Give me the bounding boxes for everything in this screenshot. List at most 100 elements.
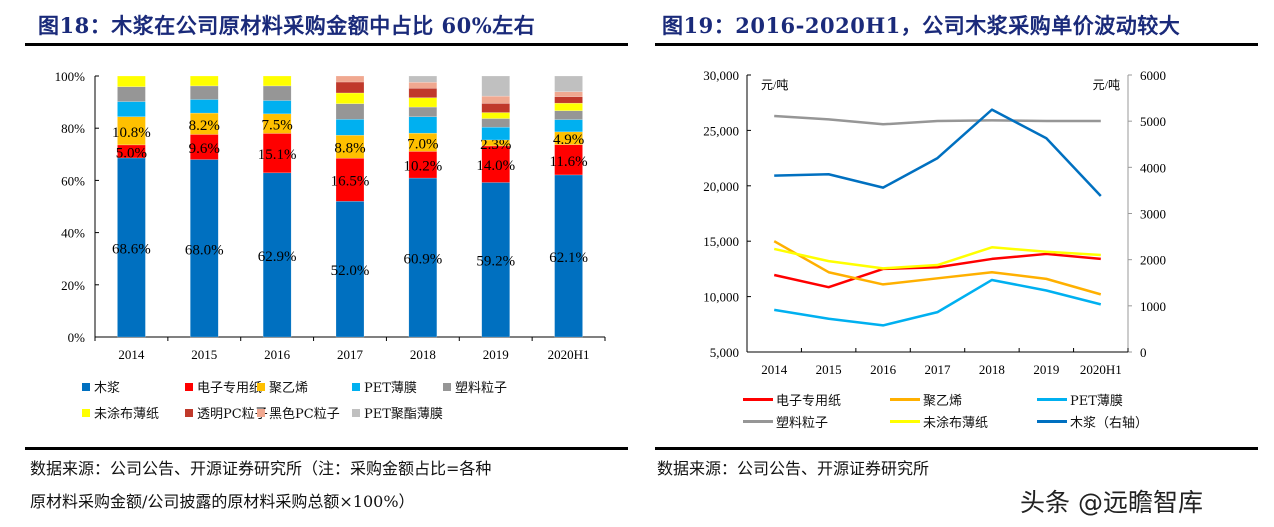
bar-segment	[408, 177, 438, 338]
legend-item: 黑色PC粒子	[257, 403, 340, 422]
bar-data-label: 9.6%	[189, 141, 220, 157]
x-tick-label: 2016	[264, 347, 291, 362]
legend-label: 透明PC粒子	[197, 407, 268, 422]
right-y-tick-label: 5000	[1140, 114, 1166, 129]
y-tick-label: 60%	[61, 173, 85, 188]
legend-item: PET薄膜	[352, 377, 417, 396]
right-source-rule	[655, 447, 1258, 450]
bar-segment	[335, 75, 365, 83]
legend-swatch	[82, 408, 90, 417]
bar-segment	[554, 75, 583, 92]
left-y-tick-label: 20,000	[703, 179, 739, 194]
x-tick-label: 2017	[337, 347, 364, 362]
left-y-tick-label: 15,000	[703, 234, 739, 249]
left-title-rule	[25, 43, 628, 46]
bar-segment	[117, 75, 146, 87]
y-tick-label: 20%	[61, 278, 85, 293]
legend-item: 未涂布薄纸	[82, 403, 159, 422]
right-axis-unit: 元/吨	[1093, 78, 1120, 92]
legend-label: 塑料粒子	[455, 381, 508, 396]
legend-label: 未涂布薄纸	[94, 407, 160, 422]
bar-segment	[554, 144, 583, 176]
legend-item: 聚乙烯	[257, 377, 308, 396]
bar-data-label: 15.1%	[258, 147, 297, 163]
legend-label: 电子专用纸	[197, 381, 263, 396]
left-source-rule	[25, 447, 628, 450]
legend-item: 未涂布薄纸	[890, 412, 988, 431]
stacked-bar-chart: 0% 20% 40% 60% 80% 100% 2014 68.6% 5.0% 10.8% 2015…	[55, 69, 606, 362]
legend-item: 电子专用纸	[185, 377, 262, 396]
legend-swatch	[185, 408, 193, 417]
bar-segment	[117, 116, 146, 146]
legend-label: 木浆	[94, 381, 121, 396]
x-tick-label: 2014	[761, 362, 788, 377]
line-chart: 5,000 10,000 15,000 20,000 25,000 30,000 元/吨 0 1…	[703, 68, 1166, 377]
legend-swatch	[185, 382, 193, 391]
y-tick-label: 0%	[68, 330, 86, 345]
bar-segment	[262, 75, 292, 87]
left-chart-title: 图18：木浆在公司原材料采购金额中占比 60%左右	[38, 13, 536, 38]
bar-data-label: 11.6%	[549, 154, 587, 170]
legend-label: PET薄膜	[1070, 394, 1123, 409]
bar-segment	[262, 172, 292, 338]
legend-label: PET薄膜	[364, 381, 417, 396]
legend-label: 木浆（右轴）	[1070, 416, 1149, 431]
bar-data-label: 59.2%	[476, 254, 515, 270]
bar-data-label: 5.0%	[116, 145, 147, 161]
x-tick-label: 2016	[870, 362, 897, 377]
left-y-tick-label: 5,000	[710, 345, 739, 360]
series-line	[773, 240, 1102, 296]
bar-segment	[190, 75, 219, 87]
x-tick-label: 2018	[410, 347, 436, 362]
legend-line-swatch	[890, 420, 920, 423]
right-chart-title: 图19：2016-2020H1，公司木浆采购单价波动较大	[662, 13, 1181, 38]
bar-data-label: 7.0%	[407, 136, 438, 152]
bar-data-label: 14.0%	[476, 158, 515, 174]
right-y-tick-label: 4000	[1140, 160, 1166, 175]
bar-data-label: 4.9%	[553, 132, 584, 148]
series-line	[774, 114, 1101, 126]
y-tick-label: 100%	[55, 69, 86, 84]
x-tick-label: 2018	[979, 362, 1005, 377]
bar-segment	[190, 159, 219, 338]
bar-data-label: 10.8%	[112, 125, 151, 141]
legend-swatch	[352, 382, 360, 391]
legend-item: 塑料粒子	[743, 412, 828, 431]
left-source-line-2: 原材料采购金额/公司披露的原材料采购总额×100%）	[30, 492, 415, 511]
bar-segment	[408, 151, 438, 179]
left-source-line-1: 数据来源：公司公告、开源证券研究所（注：采购金额占比=各种	[30, 459, 492, 478]
legend-swatch	[352, 408, 360, 417]
bar-data-label: 8.8%	[334, 141, 365, 157]
bar-data-label: 16.5%	[331, 174, 370, 190]
legend-swatch	[82, 382, 90, 391]
bar-data-label: 62.9%	[258, 249, 297, 265]
bar-data-label: 7.5%	[262, 118, 293, 134]
series-line	[773, 252, 1101, 289]
bar-segment	[262, 133, 292, 174]
bar-segment	[481, 145, 510, 183]
series-line	[774, 278, 1102, 327]
bar-data-label: 68.6%	[112, 241, 151, 257]
bar-segment	[481, 182, 510, 338]
legend-item: PET聚酯薄膜	[352, 403, 443, 422]
legend-line-swatch	[743, 420, 773, 423]
legend-swatch	[257, 408, 265, 417]
bar-segment	[117, 157, 146, 338]
legend-label: PET聚酯薄膜	[364, 407, 443, 422]
right-y-tick-label: 2000	[1140, 253, 1166, 268]
x-tick-label: 2017	[925, 362, 952, 377]
x-tick-label: 2019	[1033, 362, 1059, 377]
bar-data-label: 10.2%	[403, 159, 442, 175]
legend-label: 聚乙烯	[269, 381, 309, 396]
legend-item: 电子专用纸	[743, 390, 841, 409]
x-tick-label: 2019	[483, 347, 509, 362]
legend-item: 木浆	[82, 377, 120, 396]
legend-item: 透明PC粒子	[185, 403, 268, 422]
bar-data-label: 60.9%	[403, 252, 442, 268]
legend-line-swatch	[743, 398, 773, 401]
line-chart-legend: 电子专用纸 聚乙烯 PET薄膜 塑料粒子 未涂布薄纸 木浆（右轴）	[743, 390, 1149, 431]
legend-swatch	[443, 382, 451, 391]
legend-line-swatch	[890, 398, 920, 401]
legend-item: PET薄膜	[1037, 390, 1123, 409]
bar-data-label: 52.0%	[331, 263, 370, 279]
